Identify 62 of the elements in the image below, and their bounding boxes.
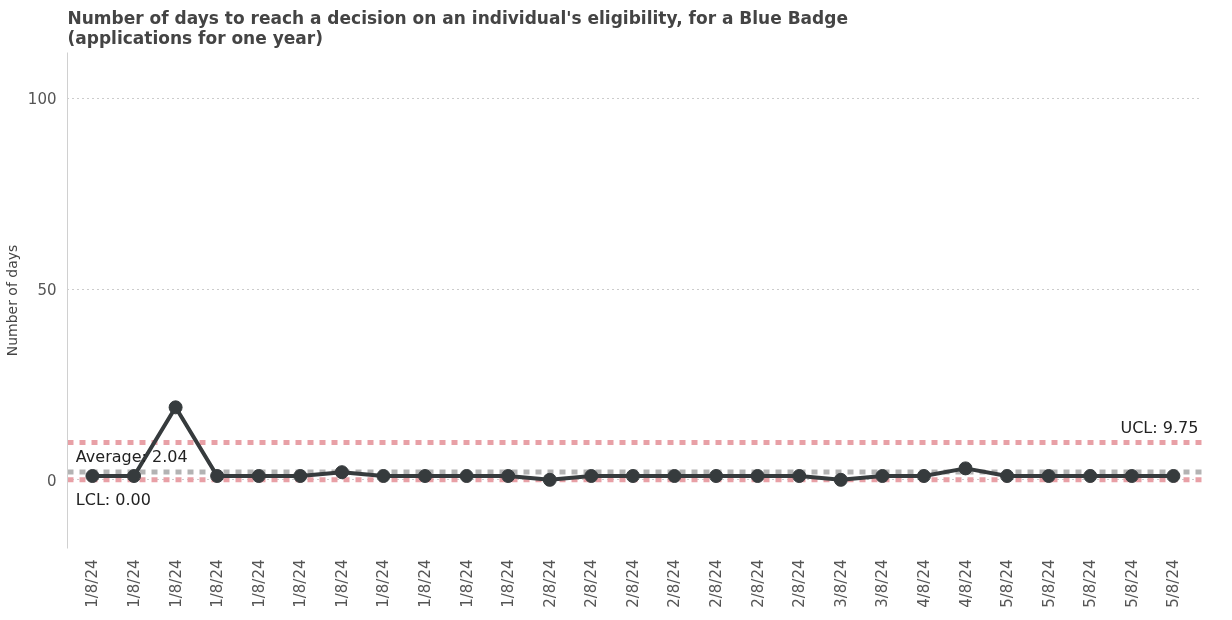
- point: [501, 469, 516, 483]
- x-tick-label: 5/8/24: [1039, 559, 1058, 608]
- chart-title: Number of days to reach a decision on an individual's eligibility, for a Blue Badge (applications for one year): [67, 7, 848, 48]
- x-tick-label: 5/8/24: [1081, 559, 1100, 608]
- x-tick-label: 3/8/24: [873, 559, 892, 608]
- x-tick-label: 1/8/24: [332, 559, 351, 608]
- x-tick-label: 1/8/24: [208, 559, 227, 608]
- x-tick-label: 1/8/24: [499, 559, 518, 608]
- x-tick-label: 2/8/24: [623, 559, 642, 608]
- point: [293, 469, 308, 483]
- point: [875, 469, 890, 483]
- point: [418, 469, 433, 483]
- x-tick-label: 1/8/24: [125, 559, 144, 608]
- point: [750, 469, 765, 483]
- ref-line-label: Average: 2.04: [75, 447, 188, 467]
- point: [833, 472, 848, 487]
- point: [958, 461, 973, 476]
- x-tick-label: 5/8/24: [1164, 559, 1183, 608]
- point: [667, 469, 682, 483]
- y-tick-label: 0: [46, 471, 57, 490]
- x-tick-label: 4/8/24: [956, 559, 975, 608]
- point: [709, 469, 724, 483]
- x-tick-label: 2/8/24: [748, 559, 767, 608]
- point: [584, 469, 599, 483]
- y-tick-label: 100: [27, 90, 57, 109]
- x-tick-label: 1/8/24: [416, 559, 435, 608]
- x-tick-label: 1/8/24: [291, 559, 310, 608]
- x-tick-label: 4/8/24: [914, 559, 933, 608]
- point: [1083, 469, 1098, 483]
- x-tick-label: 1/8/24: [83, 559, 102, 608]
- point: [334, 465, 349, 480]
- point: [792, 469, 807, 483]
- x-tick-label: 5/8/24: [998, 559, 1017, 608]
- x-tick-label: 2/8/24: [665, 559, 684, 608]
- x-tick-label: 5/8/24: [1122, 559, 1141, 608]
- x-tick-label: 2/8/24: [582, 559, 601, 608]
- x-tick-label: 2/8/24: [790, 559, 809, 608]
- x-tick-label: 3/8/24: [831, 559, 850, 608]
- point: [542, 472, 557, 487]
- point: [210, 469, 225, 483]
- ref-line-label: LCL: 0.00: [75, 489, 151, 509]
- point: [916, 469, 931, 483]
- point: [85, 469, 100, 483]
- x-tick-label: 1/8/24: [166, 559, 185, 608]
- x-tick-label: 2/8/24: [707, 559, 726, 608]
- y-tick-label: 50: [37, 281, 57, 300]
- point: [1000, 469, 1015, 483]
- x-tick-label: 1/8/24: [457, 559, 476, 608]
- point: [251, 469, 266, 483]
- point: [1124, 469, 1139, 483]
- point: [1166, 469, 1181, 483]
- point: [625, 469, 640, 483]
- point: [127, 469, 142, 483]
- point: [168, 400, 183, 415]
- x-tick-label: 1/8/24: [374, 559, 393, 608]
- ref-line-label: UCL: 9.75: [1120, 417, 1199, 437]
- y-axis-title: Number of days: [3, 244, 20, 357]
- point: [1041, 469, 1056, 483]
- x-tick-label: 1/8/24: [249, 559, 268, 608]
- point: [376, 469, 391, 483]
- point: [459, 469, 474, 483]
- x-tick-label: 2/8/24: [540, 559, 559, 608]
